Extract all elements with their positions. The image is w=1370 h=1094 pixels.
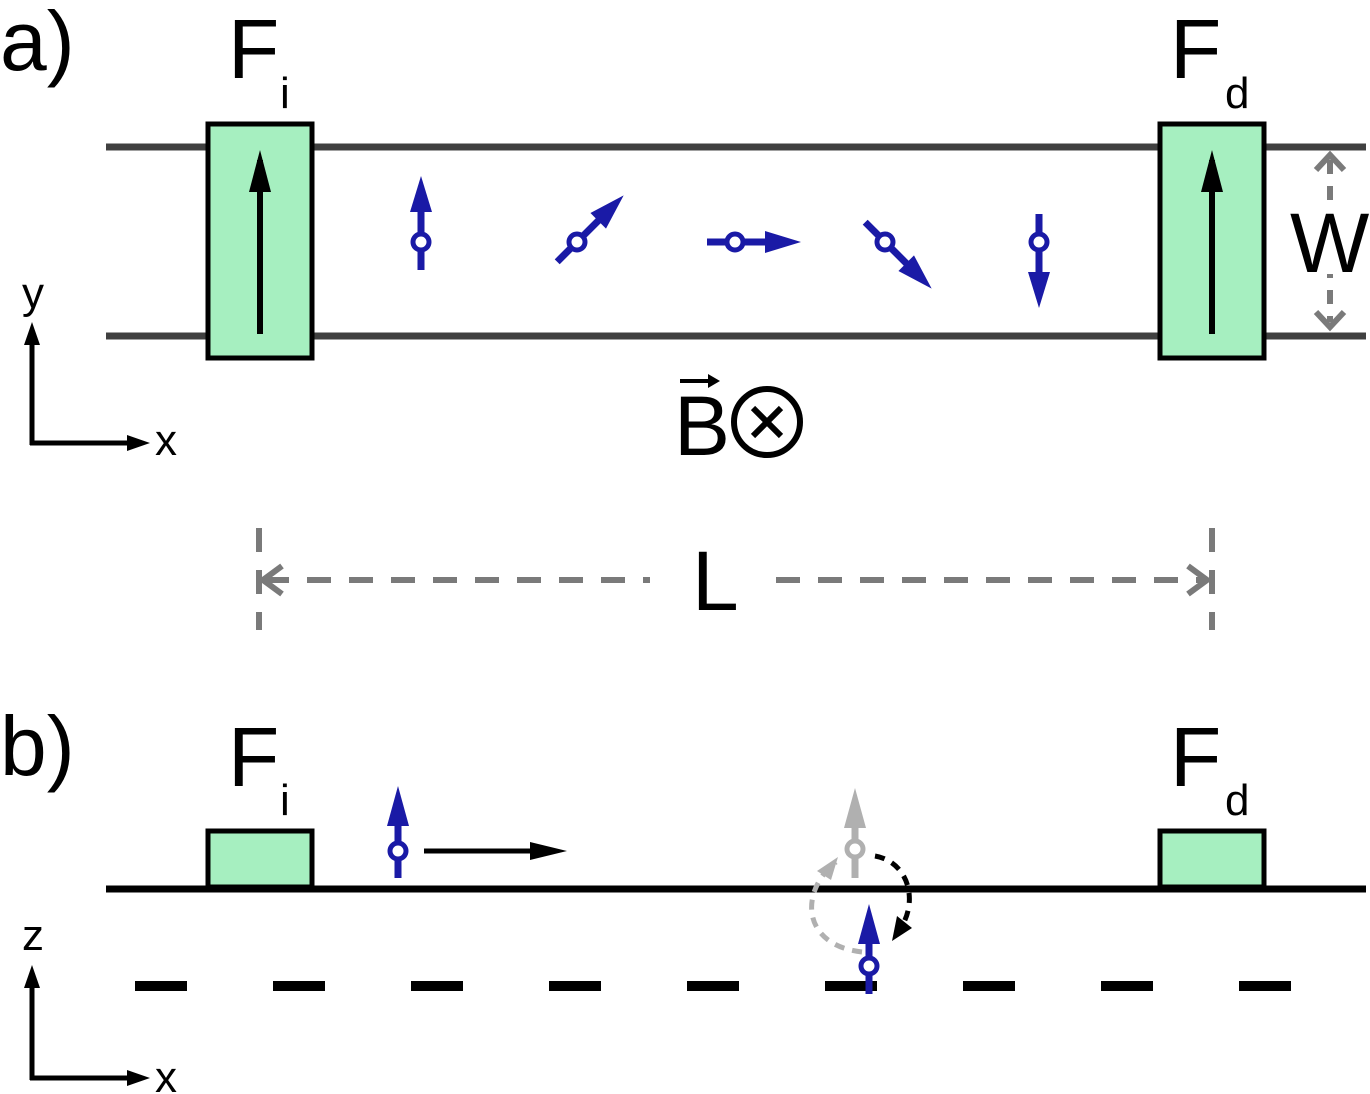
- axes-xz: z x: [22, 911, 177, 1094]
- length-label: L: [692, 534, 739, 628]
- trapped-spin: [858, 904, 880, 994]
- injector-label: F: [228, 2, 279, 96]
- spin-vector: [862, 219, 932, 289]
- length-dimension: [256, 528, 1215, 630]
- field-into-page-symbol: [731, 386, 803, 458]
- precessing-spins: [410, 176, 1050, 308]
- field-label: B: [674, 379, 730, 473]
- spin-vector: [410, 176, 432, 270]
- moving-spin: [387, 786, 409, 878]
- ghost-spin: [844, 788, 866, 878]
- spin-vector: [554, 195, 624, 265]
- panel-b-label: b): [0, 699, 75, 793]
- x-axis-label-b: x: [155, 1053, 177, 1094]
- spin-vector: [1028, 214, 1050, 308]
- panel-b: b) F i F d: [0, 699, 1366, 1094]
- trap-arc: [874, 853, 912, 935]
- spin-vector: [707, 231, 801, 253]
- x-axis-label: x: [155, 416, 177, 465]
- injector-subscript: i: [280, 69, 290, 118]
- detector-label-b: F: [1170, 710, 1221, 804]
- panel-a-label: a): [0, 0, 75, 88]
- magnetic-field: B: [674, 374, 803, 473]
- injector-contact-side: [205, 828, 315, 890]
- z-axis-label: z: [22, 911, 44, 960]
- detector-contact: [1157, 121, 1267, 361]
- panel-a: a) F i F d W B: [0, 0, 1370, 630]
- detector-subscript-b: d: [1225, 776, 1249, 825]
- motion-arrow: [424, 842, 567, 860]
- injector-subscript-b: i: [280, 776, 290, 825]
- detector-contact-side: [1157, 828, 1267, 890]
- axes-xy: y x: [22, 269, 177, 465]
- detector-subscript: d: [1225, 69, 1249, 118]
- injector-label-b: F: [228, 710, 279, 804]
- width-label: W: [1290, 196, 1369, 290]
- detector-label: F: [1170, 2, 1221, 96]
- injector-contact: [205, 121, 315, 361]
- y-axis-label: y: [22, 269, 44, 318]
